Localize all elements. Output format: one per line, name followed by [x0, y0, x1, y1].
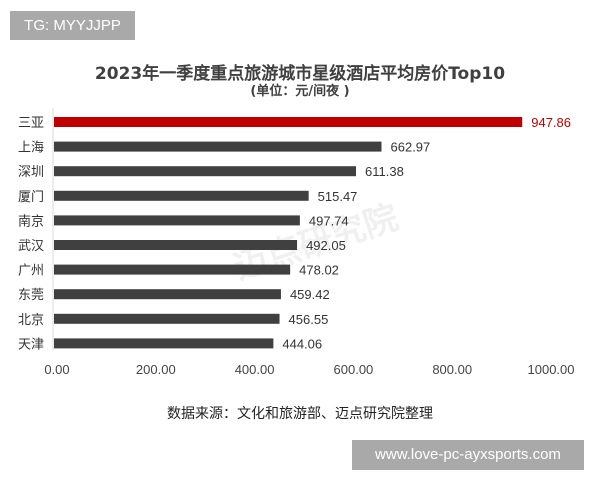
- value-label: 515.47: [318, 189, 358, 204]
- category-label: 北京: [18, 312, 44, 327]
- bar: [54, 166, 357, 177]
- value-label: 611.38: [365, 164, 404, 179]
- data-source: 数据来源：文化和旅游部、迈点研究院整理: [167, 406, 433, 422]
- site-label: www.love-pc-ayxsports.com: [352, 440, 584, 470]
- bar: [54, 190, 309, 201]
- bar: [54, 240, 298, 250]
- value-label: 662.97: [391, 140, 431, 155]
- category-label: 南京: [18, 213, 44, 228]
- value-label: 456.55: [289, 312, 329, 327]
- category-label: 上海: [18, 140, 44, 155]
- value-label: 444.06: [282, 336, 322, 351]
- chart-subtitle: (单位：元/间夜 ): [250, 84, 350, 99]
- category-label: 厦门: [18, 189, 44, 204]
- bar: [54, 215, 300, 226]
- value-label: 459.42: [290, 287, 330, 302]
- x-tick-label: 600.00: [334, 362, 374, 377]
- value-label: 497.74: [309, 213, 349, 228]
- value-label: 947.86: [531, 115, 571, 130]
- category-label: 广州: [18, 263, 44, 278]
- bar: [54, 313, 280, 324]
- category-label: 深圳: [18, 164, 44, 179]
- value-label: 478.02: [299, 263, 339, 278]
- bar: [54, 141, 382, 152]
- x-tick-label: 0.00: [44, 362, 69, 377]
- x-tick-label: 200.00: [136, 362, 176, 377]
- bar: [54, 264, 291, 275]
- category-label: 三亚: [18, 115, 44, 130]
- value-label: 492.05: [306, 238, 346, 253]
- category-label: 东莞: [18, 287, 44, 302]
- category-label: 天津: [18, 336, 44, 351]
- tg-label: TG: MYYJJPP: [10, 11, 135, 40]
- category-label: 武汉: [18, 238, 44, 253]
- x-tick-label: 400.00: [235, 362, 275, 377]
- bar: [54, 117, 523, 127]
- chart-title: 2023年一季度重点旅游城市星级酒店平均房价Top10: [94, 64, 506, 84]
- x-tick-label: 800.00: [432, 362, 472, 377]
- bar-chart: 三亚 947.86 上海 662.97 深圳 611.38 厦门 515.47 南京 497.74…: [18, 108, 575, 377]
- bar: [54, 289, 281, 300]
- bar: [54, 338, 274, 349]
- x-tick-label: 1000.00: [528, 362, 575, 377]
